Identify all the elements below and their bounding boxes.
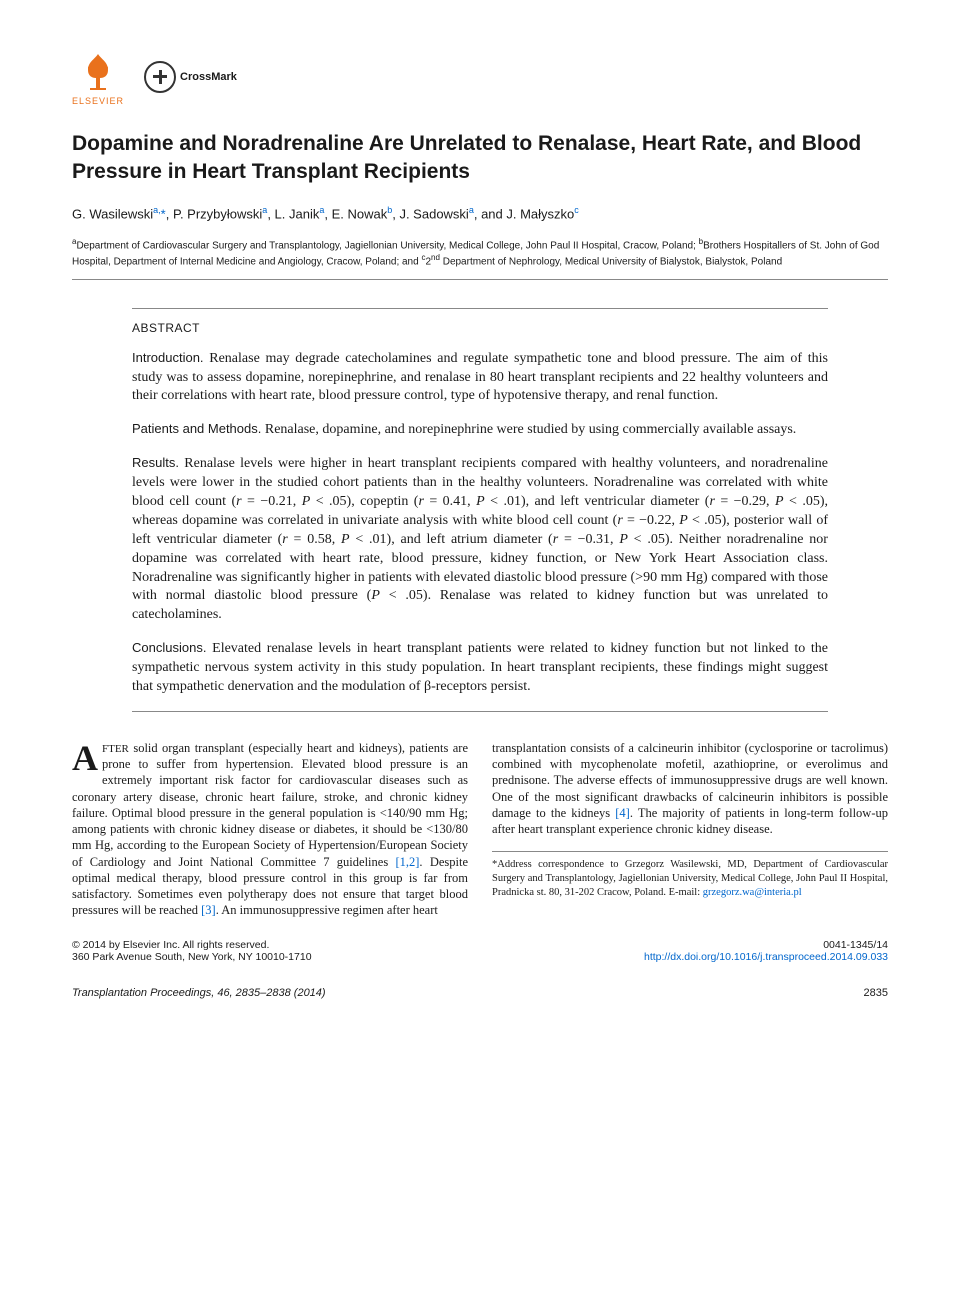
- body-columns: AFTER solid organ transplant (especially…: [72, 740, 888, 919]
- abstract-label: Introduction.: [132, 350, 204, 365]
- abstract-text: Renalase, dopamine, and norepinephrine w…: [265, 422, 796, 437]
- elsevier-tree-icon: [74, 48, 122, 96]
- abstract-box: ABSTRACT Introduction. Renalase may degr…: [132, 308, 828, 712]
- abstract-label: Patients and Methods.: [132, 421, 261, 436]
- publisher-logos: ELSEVIER CrossMark: [72, 48, 888, 106]
- crossmark-badge[interactable]: CrossMark: [144, 61, 237, 93]
- doi-link[interactable]: http://dx.doi.org/10.1016/j.transproceed…: [644, 951, 888, 963]
- issn: 0041-1345/14: [644, 939, 888, 951]
- body-col-right: transplantation consists of a calcineuri…: [492, 740, 888, 919]
- abstract-label: Conclusions.: [132, 640, 206, 655]
- body-col-right-text: transplantation consists of a calcineuri…: [492, 740, 888, 838]
- abstract-conclusions: Conclusions. Elevated renalase levels in…: [132, 639, 828, 697]
- journal-citation: Transplantation Proceedings, 46, 2835–28…: [72, 987, 326, 999]
- abstract-label: Results.: [132, 455, 179, 470]
- elsevier-label: ELSEVIER: [72, 96, 124, 106]
- footer-left: © 2014 by Elsevier Inc. All rights reser…: [72, 939, 312, 963]
- correspondence-box: *Address correspondence to Grzegorz Wasi…: [492, 851, 888, 899]
- body-col-left: AFTER solid organ transplant (especially…: [72, 740, 468, 919]
- publisher-address: 360 Park Avenue South, New York, NY 1001…: [72, 951, 312, 963]
- abstract-results: Results. Renalase levels were higher in …: [132, 454, 828, 625]
- crossmark-icon: [144, 61, 176, 93]
- abstract-text: Renalase may degrade catecholamines and …: [132, 351, 828, 404]
- author-list: G. Wasilewskia,*, P. Przybyłowskia, L. J…: [72, 205, 888, 221]
- copyright: © 2014 by Elsevier Inc. All rights reser…: [72, 939, 312, 951]
- footer: © 2014 by Elsevier Inc. All rights reser…: [72, 939, 888, 963]
- abstract-text: Renalase levels were higher in heart tra…: [132, 456, 828, 622]
- elsevier-logo: ELSEVIER: [72, 48, 124, 106]
- crossmark-label: CrossMark: [180, 71, 237, 83]
- abstract-introduction: Introduction. Renalase may degrade catec…: [132, 349, 828, 407]
- footer-right: 0041-1345/14 http://dx.doi.org/10.1016/j…: [644, 939, 888, 963]
- abstract-text: Elevated renalase levels in heart transp…: [132, 641, 828, 694]
- abstract-heading: ABSTRACT: [132, 321, 828, 335]
- page-number: 2835: [864, 987, 888, 999]
- affiliations: aDepartment of Cardiovascular Surgery an…: [72, 237, 888, 280]
- article-title: Dopamine and Noradrenaline Are Unrelated…: [72, 130, 888, 187]
- abstract-methods: Patients and Methods. Renalase, dopamine…: [132, 420, 828, 440]
- page-footer: Transplantation Proceedings, 46, 2835–28…: [72, 987, 888, 999]
